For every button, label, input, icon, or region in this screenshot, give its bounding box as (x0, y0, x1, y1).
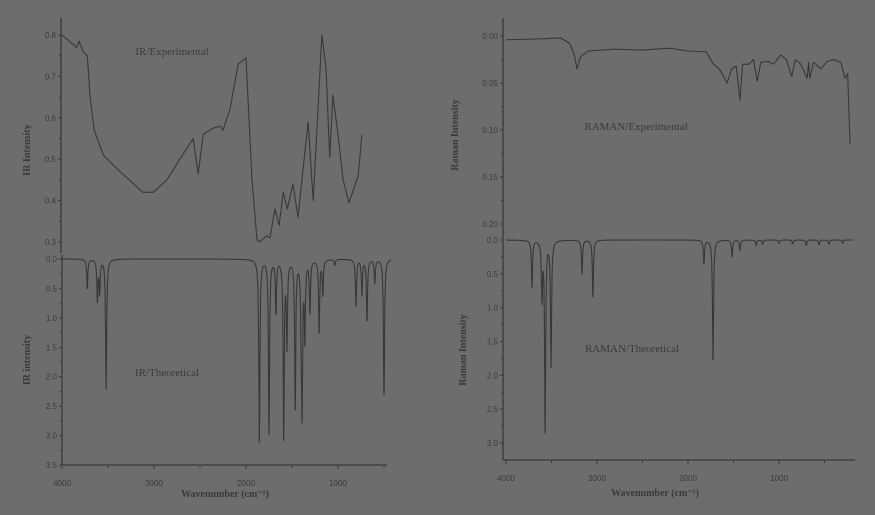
peak-point (304, 334, 306, 337)
peak-point (322, 293, 324, 295)
x-tick-label: 4000 (53, 479, 71, 488)
peak-point (300, 317, 302, 319)
y-tick-label: 0.15 (482, 173, 498, 182)
peak-point (275, 311, 277, 313)
peak-point (805, 244, 807, 247)
y-axis-label: Raman Intensity (450, 99, 461, 170)
y-tick-label: 3.0 (487, 439, 499, 448)
panel-label-raman-theo: RAMAN/Theoretical (585, 343, 679, 355)
y-axis-label: IR Intensity (22, 124, 33, 175)
peak-point (366, 320, 368, 322)
peak-point (374, 281, 376, 284)
y-axis-label: Raman Intensity (458, 314, 469, 385)
y-tick-label: 0.0 (46, 255, 58, 264)
peak-point (828, 243, 830, 245)
y-tick-label: 0.20 (482, 220, 498, 229)
y-tick-label: 0.4 (45, 197, 57, 206)
y-tick-label: 2.0 (46, 373, 58, 382)
y-tick-label: 0.5 (46, 284, 58, 293)
y-tick-label: 0.5 (45, 155, 57, 164)
peak-point (334, 264, 336, 266)
peak-point (105, 387, 107, 390)
peak-point (581, 273, 583, 275)
y-axis-label: IR intensity (22, 335, 33, 385)
x-tick-label: 1000 (329, 479, 347, 488)
x-tick-label: 2000 (679, 474, 697, 483)
peak-point (283, 434, 285, 437)
y-tick-label: 0.5 (487, 270, 499, 279)
peak-point (703, 263, 705, 265)
x-tick-label: 3000 (145, 479, 163, 488)
peak-point (550, 366, 552, 368)
panel-label-ir-exp: IR/Experimental (135, 46, 208, 58)
peak-point (739, 249, 741, 251)
peak-point (778, 242, 780, 244)
peak-point (792, 243, 794, 245)
y-tick-label: 0.7 (45, 72, 57, 81)
peak-point (286, 343, 288, 345)
panel-label-ir-theo: IR/Theoretical (135, 367, 199, 379)
y-tick-label: 2.5 (487, 405, 499, 414)
y-tick-label: 3.0 (46, 432, 58, 441)
y-tick-label: 0.10 (482, 126, 498, 135)
peak-point (301, 396, 303, 398)
peak-point (258, 443, 260, 445)
x-axis-label: Wavenumber (cm⁻¹) (181, 489, 269, 500)
y-tick-label: 0.0 (487, 236, 499, 245)
y-tick-label: 2.5 (46, 402, 58, 411)
peak-point (592, 296, 594, 299)
panel-label-raman-exp: RAMAN/Experimental (584, 121, 687, 133)
y-tick-label: 1.0 (487, 304, 499, 313)
x-tick-label: 4000 (497, 474, 515, 483)
spectrum-line-ir-exp (61, 34, 363, 243)
y-tick-label: 0.6 (45, 114, 57, 123)
x-tick-label: 1000 (770, 474, 788, 483)
y-tick-label: 0.05 (482, 79, 498, 88)
peak-point (541, 296, 543, 299)
peak-point (318, 331, 320, 334)
peak-point (731, 256, 733, 258)
y-tick-label: 1.5 (487, 338, 499, 347)
peak-point (355, 305, 357, 307)
peak-point (762, 243, 764, 245)
peak-point (96, 299, 99, 301)
peak-point (86, 287, 88, 290)
peak-point (361, 293, 363, 295)
y-tick-label: 0.00 (482, 32, 498, 41)
spectrum-line-ir-theo (61, 258, 392, 443)
x-axis-label: Wavenumber (cm⁻¹) (611, 488, 699, 499)
peak-point (842, 242, 844, 244)
peak-point (268, 432, 270, 434)
peak-point (755, 244, 757, 247)
y-tick-label: 2.0 (487, 371, 499, 380)
x-tick-label: 2000 (237, 479, 255, 488)
peak-point (383, 393, 385, 395)
spectrum-line-raman-theo (505, 239, 854, 434)
peak-point (818, 244, 820, 246)
peak-point (309, 311, 311, 313)
peak-point (99, 290, 101, 292)
peak-point (712, 361, 714, 363)
y-tick-label: 1.0 (46, 314, 58, 323)
x-tick-label: 3000 (588, 474, 606, 483)
y-tick-label: 0.8 (45, 31, 57, 40)
y-tick-label: 3.5 (46, 461, 58, 470)
peak-point (544, 428, 546, 431)
y-tick-label: 1.5 (46, 343, 58, 352)
peak-point (531, 286, 533, 288)
spectrum-line-raman-exp (505, 37, 851, 145)
peak-point (294, 408, 296, 410)
y-tick-label: 0.3 (45, 238, 57, 247)
